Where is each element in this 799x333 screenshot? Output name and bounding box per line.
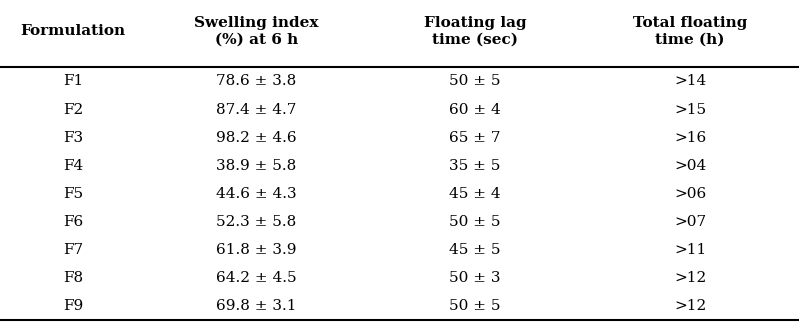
- Text: 78.6 ± 3.8: 78.6 ± 3.8: [216, 75, 296, 89]
- Text: >11: >11: [674, 243, 706, 257]
- Text: 45 ± 4: 45 ± 4: [449, 187, 501, 201]
- Text: 87.4 ± 4.7: 87.4 ± 4.7: [216, 103, 296, 117]
- Text: Floating lag
time (sec): Floating lag time (sec): [423, 16, 527, 46]
- Text: 52.3 ± 5.8: 52.3 ± 5.8: [216, 215, 296, 229]
- Text: F7: F7: [63, 243, 83, 257]
- Text: 50 ± 5: 50 ± 5: [449, 75, 501, 89]
- Text: >12: >12: [674, 299, 706, 313]
- Text: 44.6 ± 4.3: 44.6 ± 4.3: [216, 187, 296, 201]
- Text: F2: F2: [63, 103, 83, 117]
- Text: >15: >15: [674, 103, 706, 117]
- Text: F3: F3: [63, 131, 83, 145]
- Text: Total floating
time (h): Total floating time (h): [633, 16, 747, 46]
- Text: >14: >14: [674, 75, 706, 89]
- Text: F5: F5: [63, 187, 83, 201]
- Text: >07: >07: [674, 215, 706, 229]
- Text: 38.9 ± 5.8: 38.9 ± 5.8: [216, 159, 296, 173]
- Text: >04: >04: [674, 159, 706, 173]
- Text: 50 ± 5: 50 ± 5: [449, 215, 501, 229]
- Text: 98.2 ± 4.6: 98.2 ± 4.6: [216, 131, 296, 145]
- Text: 35 ± 5: 35 ± 5: [450, 159, 501, 173]
- Text: F9: F9: [63, 299, 83, 313]
- Text: 50 ± 3: 50 ± 3: [449, 271, 501, 285]
- Text: Formulation: Formulation: [21, 24, 125, 38]
- Text: 45 ± 5: 45 ± 5: [449, 243, 501, 257]
- Text: F4: F4: [63, 159, 83, 173]
- Text: 50 ± 5: 50 ± 5: [449, 299, 501, 313]
- Text: 65 ± 7: 65 ± 7: [449, 131, 501, 145]
- Text: >06: >06: [674, 187, 706, 201]
- Text: F8: F8: [63, 271, 83, 285]
- Text: Swelling index
(%) at 6 h: Swelling index (%) at 6 h: [194, 16, 319, 46]
- Text: 64.2 ± 4.5: 64.2 ± 4.5: [216, 271, 296, 285]
- Text: F1: F1: [63, 75, 83, 89]
- Text: >12: >12: [674, 271, 706, 285]
- Text: 69.8 ± 3.1: 69.8 ± 3.1: [216, 299, 296, 313]
- Text: >16: >16: [674, 131, 706, 145]
- Text: F6: F6: [63, 215, 83, 229]
- Text: 61.8 ± 3.9: 61.8 ± 3.9: [216, 243, 296, 257]
- Text: 60 ± 4: 60 ± 4: [449, 103, 501, 117]
